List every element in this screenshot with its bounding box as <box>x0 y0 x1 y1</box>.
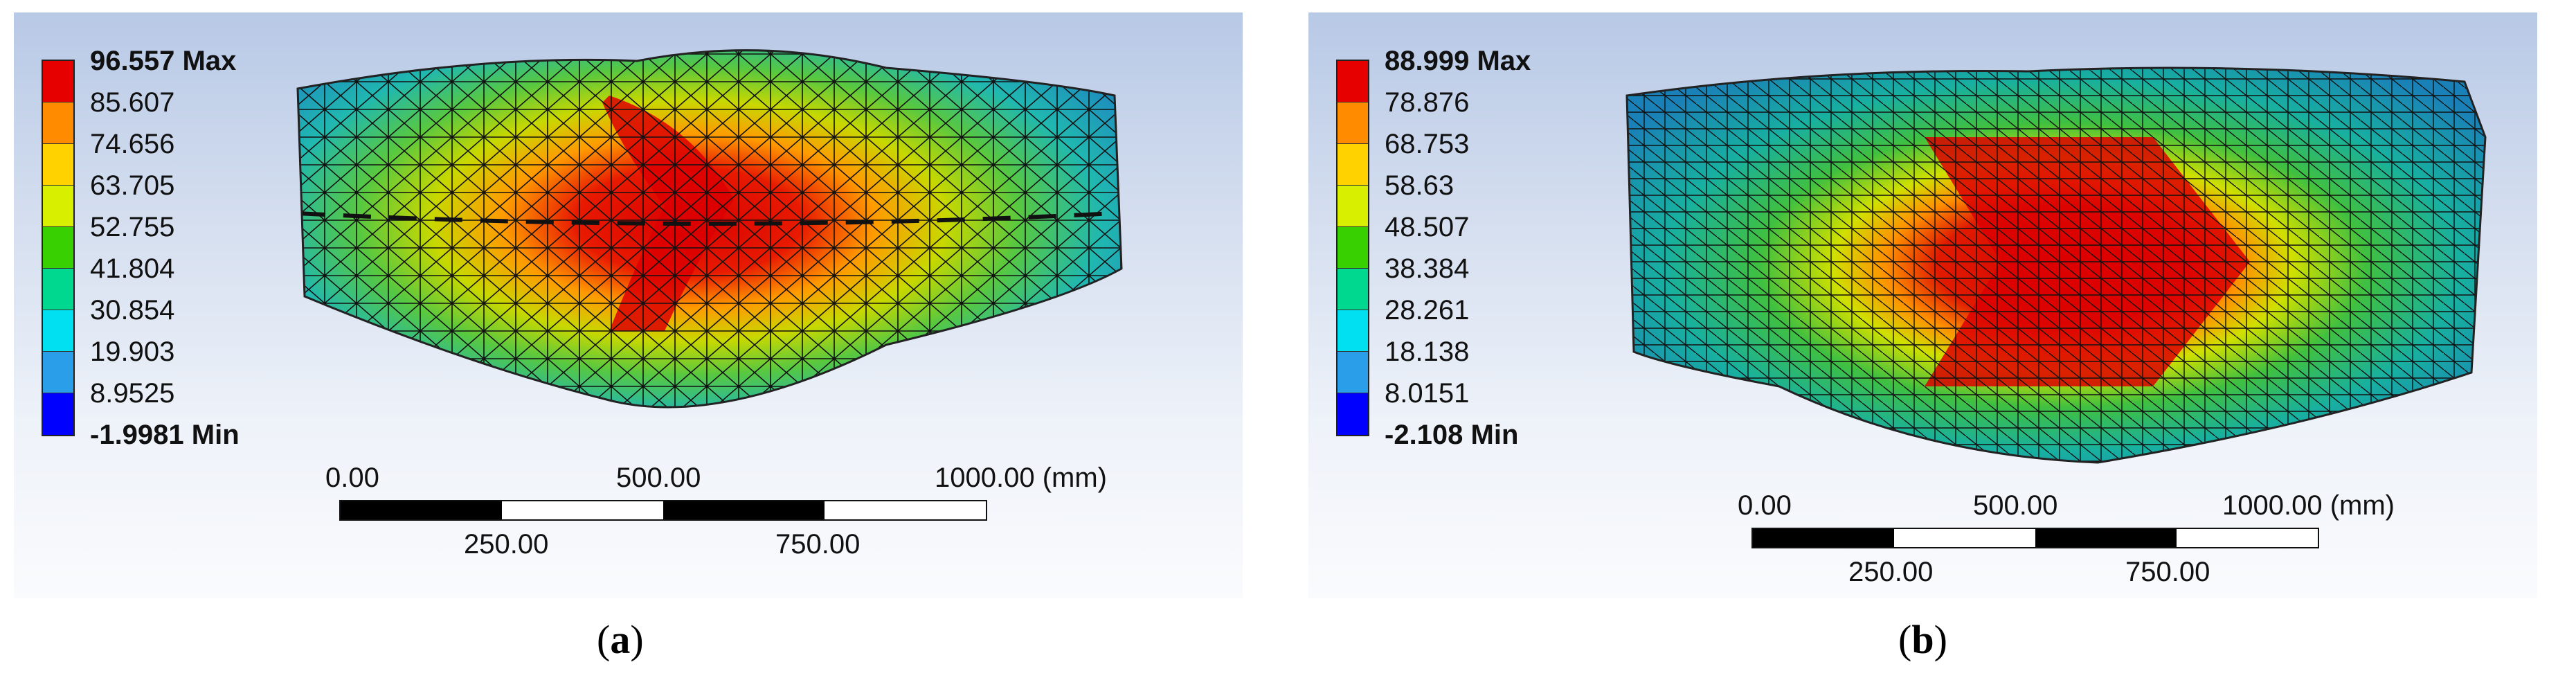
scale-tick-label: 250.00 <box>1848 557 1934 587</box>
legend-swatch <box>1337 61 1368 102</box>
legend-level-label: 48.507 <box>1385 212 1470 242</box>
legend-level-label: 78.876 <box>1385 87 1470 118</box>
legend-swatch <box>43 310 73 352</box>
legend-swatch <box>43 352 73 393</box>
panel-caption-a: (a) <box>597 617 644 662</box>
legend-max-label: 96.557 Max <box>90 46 237 76</box>
scale-tick-label: 1000.00 (mm) <box>2222 490 2395 521</box>
legend-min-label: -1.9981 Min <box>90 420 240 450</box>
result-panel-a: 96.557 Max 85.607 74.656 63.705 52.755 4… <box>14 12 1243 598</box>
legend-swatch <box>1337 352 1368 393</box>
legend-level-label: 8.9525 <box>90 378 175 409</box>
legend-swatch <box>1337 310 1368 352</box>
scale-tick-label: 0.00 <box>325 463 379 493</box>
legend-min-label: -2.108 Min <box>1385 420 1519 450</box>
result-panel-b: 88.999 Max 78.876 68.753 58.63 48.507 38… <box>1308 12 2537 598</box>
legend-swatch <box>1337 269 1368 310</box>
legend-level-label: 74.656 <box>90 129 175 159</box>
legend-swatch <box>1337 393 1368 435</box>
legend-swatch <box>43 186 73 227</box>
scale-tick-label: 750.00 <box>2125 557 2210 587</box>
scale-bar-segments <box>1751 528 2319 548</box>
panel-caption-b: (b) <box>1898 617 1947 662</box>
deformed-model-a <box>296 49 1123 409</box>
scale-tick-label: 750.00 <box>775 529 861 560</box>
scale-tick-label: 500.00 <box>1973 490 2058 521</box>
scale-tick-label: 500.00 <box>616 463 701 493</box>
legend-swatch <box>43 102 73 144</box>
deformed-model-b <box>1625 66 2487 464</box>
scale-tick-label: 250.00 <box>464 529 549 560</box>
legend-swatch <box>1337 144 1368 186</box>
scale-tick-label: 1000.00 (mm) <box>935 463 1107 493</box>
legend-level-label: 58.63 <box>1385 170 1454 201</box>
scale-tick-label: 0.00 <box>1738 490 1792 521</box>
legend-level-label: 38.384 <box>1385 253 1470 284</box>
legend-level-label: 8.0151 <box>1385 378 1470 409</box>
legend-level-label: 52.755 <box>90 212 175 242</box>
legend-level-label: 85.607 <box>90 87 175 118</box>
legend-color-bar <box>42 60 75 436</box>
legend-level-label: 41.804 <box>90 253 175 284</box>
legend-swatch <box>43 61 73 102</box>
legend-level-label: 19.903 <box>90 337 175 367</box>
legend-level-label: 63.705 <box>90 170 175 201</box>
legend-level-label: 18.138 <box>1385 337 1470 367</box>
legend-level-label: 28.261 <box>1385 295 1470 325</box>
scale-bar-segments <box>339 500 987 521</box>
legend-max-label: 88.999 Max <box>1385 46 1531 76</box>
legend-swatch <box>43 269 73 310</box>
legend-swatch <box>1337 186 1368 227</box>
legend-level-label: 30.854 <box>90 295 175 325</box>
legend-swatch <box>43 393 73 435</box>
legend-color-bar <box>1336 60 1369 436</box>
legend-swatch <box>43 227 73 269</box>
legend-swatch <box>43 144 73 186</box>
legend-level-label: 68.753 <box>1385 129 1470 159</box>
legend-swatch <box>1337 227 1368 269</box>
legend-swatch <box>1337 102 1368 144</box>
